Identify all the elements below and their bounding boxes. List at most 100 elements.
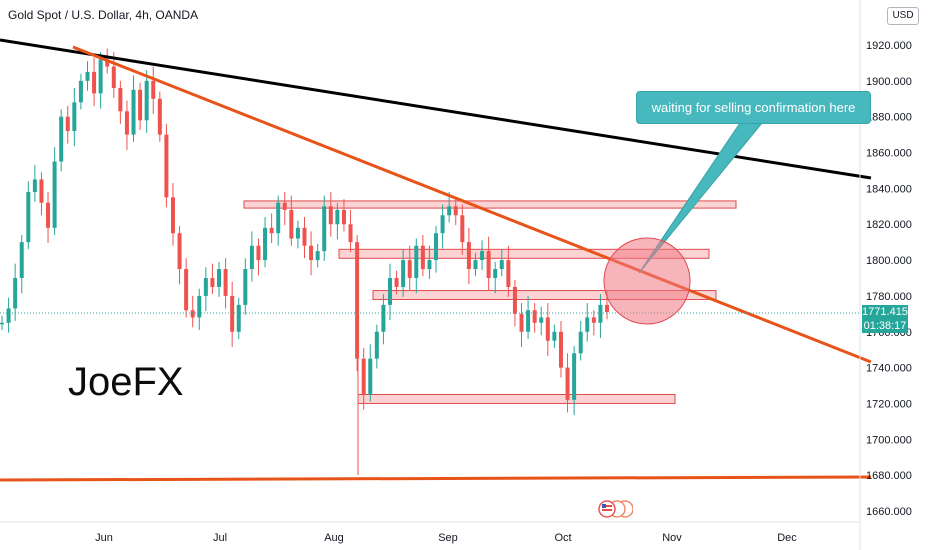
- events-flag-icon[interactable]: [597, 499, 634, 519]
- candle-body: [236, 304, 241, 332]
- candle-body: [203, 278, 208, 296]
- y-tick-label: 1660.000: [866, 506, 912, 518]
- candle-body: [480, 251, 485, 261]
- countdown-value: 01:38:17: [863, 320, 907, 332]
- candle-body: [295, 227, 300, 239]
- candle-body: [269, 227, 274, 234]
- candle-body: [190, 310, 195, 318]
- candle-body: [414, 245, 419, 278]
- candle-body: [92, 71, 97, 94]
- candle-body: [32, 179, 37, 192]
- candle-body: [263, 227, 268, 261]
- candle-body: [164, 134, 169, 198]
- resistance-zone[interactable]: [357, 394, 676, 404]
- candle-body: [223, 269, 228, 296]
- candle-body: [26, 191, 31, 243]
- candle-body: [328, 206, 333, 225]
- last-price-value: 1771.415: [862, 306, 908, 318]
- candle-body: [322, 206, 327, 252]
- candle-body: [545, 317, 550, 341]
- candle-body: [407, 260, 412, 278]
- candle-body: [59, 116, 64, 162]
- y-tick-label: 1780.000: [866, 291, 912, 303]
- candle-body: [572, 353, 577, 400]
- candle-body: [13, 278, 18, 309]
- last-price-tag: 1771.415 01:38:17: [862, 305, 908, 333]
- resistance-zone[interactable]: [372, 290, 717, 301]
- currency-badge[interactable]: USD: [887, 7, 919, 25]
- orange-trendline-descending[interactable]: [72, 45, 872, 364]
- y-tick-label: 1740.000: [866, 363, 912, 375]
- candle-body: [447, 206, 452, 216]
- candle-body: [532, 310, 537, 323]
- candle-body: [526, 310, 531, 332]
- candle-body: [460, 215, 465, 243]
- candle-body: [486, 251, 491, 278]
- candle-body: [466, 242, 471, 270]
- candle-body: [72, 102, 77, 132]
- candle-body: [499, 260, 504, 270]
- candle-body: [98, 59, 103, 94]
- y-tick-label: 1820.000: [866, 219, 912, 231]
- candle-body: [243, 269, 248, 305]
- focus-circle[interactable]: [603, 237, 691, 325]
- candle-body: [131, 89, 136, 135]
- candle-body: [552, 331, 557, 341]
- candle-body: [256, 245, 261, 261]
- time-axis: Jun Jul Aug Sep Oct Nov Dec: [95, 532, 797, 544]
- candle-body: [591, 317, 596, 323]
- candle-body: [144, 80, 149, 121]
- x-tick-label: Oct: [554, 532, 571, 544]
- candle-body: [578, 331, 583, 354]
- candles: [0, 48, 609, 476]
- candle-body: [387, 278, 392, 305]
- callout-box[interactable]: waiting for selling confirmation here: [636, 91, 871, 124]
- candle-body: [210, 278, 215, 287]
- candle-body: [493, 269, 498, 278]
- y-tick-label: 1720.000: [866, 398, 912, 410]
- candle-body: [65, 116, 70, 132]
- candle-body: [289, 209, 294, 239]
- candle-body: [230, 295, 235, 332]
- candle-body: [302, 227, 307, 246]
- candle-body: [453, 206, 458, 216]
- x-tick-label: Dec: [777, 532, 797, 544]
- resistance-zone[interactable]: [338, 248, 710, 259]
- chart-title: Gold Spot / U.S. Dollar, 4h, OANDA: [8, 8, 199, 22]
- candle-body: [105, 59, 110, 67]
- candle-body: [157, 98, 162, 135]
- candle-body: [394, 278, 399, 287]
- candle-body: [276, 202, 281, 234]
- y-tick-label: 1840.000: [866, 183, 912, 195]
- candle-body: [184, 269, 189, 311]
- candle-body: [170, 197, 175, 234]
- candle-body: [368, 358, 373, 395]
- candle-body: [512, 286, 517, 314]
- candle-body: [335, 209, 340, 225]
- candle-body: [434, 233, 439, 261]
- candle-body: [6, 308, 11, 323]
- candle-body: [118, 88, 123, 112]
- candle-body: [78, 80, 83, 103]
- candle-body: [585, 317, 590, 332]
- candle-body: [0, 322, 4, 325]
- x-tick-label: Jun: [95, 532, 113, 544]
- candle-body: [539, 317, 544, 323]
- candle-body: [124, 111, 129, 135]
- x-tick-label: Nov: [662, 532, 682, 544]
- candle-body: [249, 245, 254, 270]
- candle-body: [348, 224, 353, 243]
- candle-body: [39, 179, 44, 203]
- candle-body: [374, 331, 379, 359]
- candle-body: [558, 331, 563, 368]
- candle-body: [151, 80, 156, 99]
- candle-body: [52, 161, 57, 228]
- candle-body: [177, 233, 182, 270]
- resistance-zone[interactable]: [243, 200, 737, 209]
- x-tick-label: Aug: [324, 532, 344, 544]
- y-tick-label: 1900.000: [866, 76, 912, 88]
- candle-body: [440, 215, 445, 234]
- orange-support-line[interactable]: [0, 475, 872, 482]
- candle-body: [111, 66, 116, 89]
